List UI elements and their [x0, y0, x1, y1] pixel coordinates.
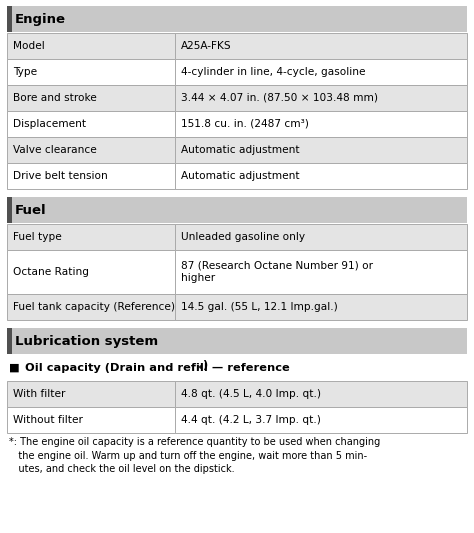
Bar	[7, 197, 12, 223]
Bar	[7, 294, 175, 320]
Bar	[7, 6, 12, 32]
Bar	[175, 137, 467, 163]
Text: Automatic adjustment: Automatic adjustment	[181, 145, 300, 155]
Text: Displacement: Displacement	[13, 119, 86, 129]
Text: 3.44 × 4.07 in. (87.50 × 103.48 mm): 3.44 × 4.07 in. (87.50 × 103.48 mm)	[181, 93, 378, 103]
Text: A25A-FKS: A25A-FKS	[181, 41, 232, 51]
Text: Octane Rating: Octane Rating	[13, 267, 89, 277]
Text: Type: Type	[13, 67, 37, 77]
Bar	[7, 328, 467, 354]
Bar	[7, 224, 175, 250]
Text: With filter: With filter	[13, 389, 65, 399]
Text: Bore and stroke: Bore and stroke	[13, 93, 97, 103]
Text: Unleaded gasoline only: Unleaded gasoline only	[181, 232, 305, 242]
Text: Fuel: Fuel	[15, 204, 46, 216]
Bar	[175, 59, 467, 85]
Bar	[175, 381, 467, 407]
Bar	[7, 163, 175, 189]
Text: Model: Model	[13, 41, 45, 51]
Bar	[7, 33, 175, 59]
Bar	[7, 85, 175, 111]
Bar	[7, 328, 12, 354]
Bar	[7, 381, 175, 407]
Bar	[175, 111, 467, 137]
Text: 14.5 gal. (55 L, 12.1 Imp.gal.): 14.5 gal. (55 L, 12.1 Imp.gal.)	[181, 302, 338, 312]
Bar	[175, 85, 467, 111]
Text: ): )	[202, 360, 208, 370]
Text: Lubrication system: Lubrication system	[15, 335, 158, 348]
Bar	[175, 407, 467, 433]
Text: Fuel tank capacity (Reference): Fuel tank capacity (Reference)	[13, 302, 175, 312]
Bar	[7, 197, 467, 223]
Text: Without filter: Without filter	[13, 415, 83, 425]
Text: 4.4 qt. (4.2 L, 3.7 Imp. qt.): 4.4 qt. (4.2 L, 3.7 Imp. qt.)	[181, 415, 321, 425]
Text: 87 (Research Octane Number 91) or
higher: 87 (Research Octane Number 91) or higher	[181, 261, 373, 284]
Bar	[175, 33, 467, 59]
Text: 151.8 cu. in. (2487 cm³): 151.8 cu. in. (2487 cm³)	[181, 119, 309, 129]
Bar	[175, 294, 467, 320]
Bar	[175, 250, 467, 294]
Text: *: The engine oil capacity is a reference quantity to be used when changing
   t: *: The engine oil capacity is a referenc…	[9, 437, 380, 474]
Text: ■: ■	[9, 363, 20, 373]
Text: Automatic adjustment: Automatic adjustment	[181, 171, 300, 181]
Bar	[7, 59, 175, 85]
Bar	[7, 137, 175, 163]
Text: *: *	[197, 365, 202, 374]
Bar	[7, 407, 175, 433]
Text: Oil capacity (Drain and refill — reference: Oil capacity (Drain and refill — referen…	[21, 363, 290, 373]
Bar	[175, 224, 467, 250]
Text: 4.8 qt. (4.5 L, 4.0 Imp. qt.): 4.8 qt. (4.5 L, 4.0 Imp. qt.)	[181, 389, 321, 399]
Bar	[175, 163, 467, 189]
Bar	[7, 250, 175, 294]
Text: Valve clearance: Valve clearance	[13, 145, 97, 155]
Bar	[7, 111, 175, 137]
Text: Fuel type: Fuel type	[13, 232, 62, 242]
Bar	[7, 6, 467, 32]
Text: Engine: Engine	[15, 12, 66, 26]
Text: 4-cylinder in line, 4-cycle, gasoline: 4-cylinder in line, 4-cycle, gasoline	[181, 67, 365, 77]
Text: Drive belt tension: Drive belt tension	[13, 171, 108, 181]
